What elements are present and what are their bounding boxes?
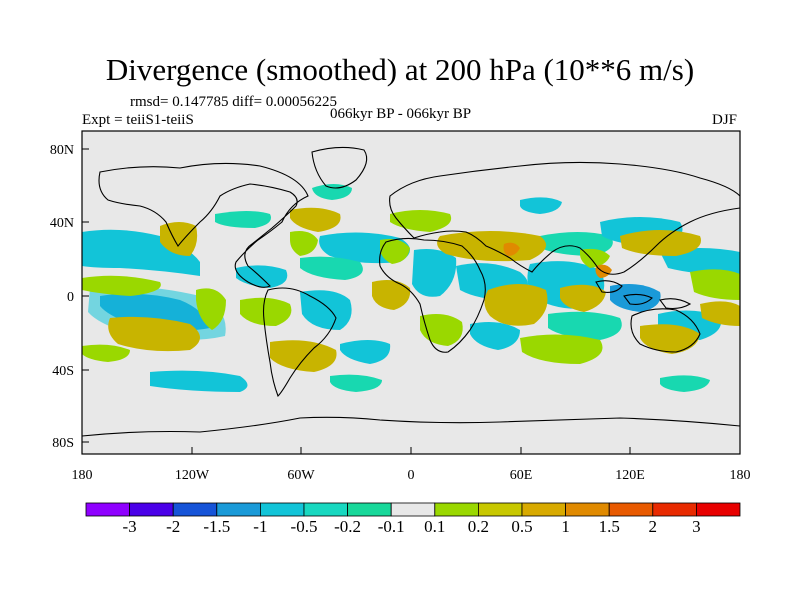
colorbar-swatch: [390, 502, 436, 517]
x-tick-label: 180: [72, 468, 93, 483]
field-region: [82, 344, 130, 362]
field-region: [484, 284, 548, 326]
plot-title: Divergence (smoothed) at 200 hPa (10**6 …: [105, 52, 695, 87]
colorbar-label: -2: [166, 517, 181, 536]
divergence-field: [82, 184, 740, 392]
field-region: [580, 248, 610, 268]
colorbar-swatch: [434, 502, 479, 517]
field-region: [640, 324, 700, 354]
australia-coast: [630, 308, 701, 353]
greenland-coast: [311, 146, 368, 189]
field-region: [437, 231, 547, 262]
maritime-continent-coast: [595, 280, 692, 310]
field-region: [372, 280, 411, 310]
y-tick-label: 80N: [50, 143, 74, 158]
x-tick-label: 60E: [510, 468, 533, 483]
x-tick-label: 0: [408, 468, 415, 483]
x-tick-label: 60W: [287, 468, 315, 483]
stats-text: rmsd= 0.147785 diff= 0.00056225: [130, 94, 338, 110]
colorbar-label: 3: [692, 517, 701, 536]
colorbar-label: 0.2: [467, 517, 490, 536]
field-region: [215, 211, 271, 228]
colorbar-label: 2: [648, 517, 658, 536]
y-tick-label: 0: [67, 290, 74, 305]
field-region: [620, 230, 701, 256]
field-region: [82, 275, 161, 296]
field-region: [300, 256, 363, 280]
x-axis-labels: 180 120W 60W 0 60E 120E 180: [72, 468, 751, 483]
x-tick-label: 180: [730, 468, 751, 483]
field-region: [240, 297, 292, 326]
colorbar-label: 0.1: [424, 517, 446, 536]
antarctica-coast: [82, 416, 740, 437]
season-label: DJF: [712, 112, 738, 128]
x-tick-label: 120W: [175, 468, 210, 483]
colorbar-label: -0.5: [290, 517, 318, 536]
field-region: [520, 197, 562, 214]
field-region: [196, 288, 226, 330]
colorbar-swatch: [565, 502, 610, 517]
field-region: [300, 290, 352, 330]
period-label: 066kyr BP - 066kyr BP: [330, 106, 472, 122]
eurasia-coast: [389, 161, 740, 275]
field-region: [330, 374, 382, 392]
colorbar-label: -3: [122, 517, 137, 536]
field-region: [470, 322, 520, 350]
colorbar-swatch: [129, 502, 174, 517]
field-region: [690, 269, 740, 300]
y-tick-label: 40N: [50, 216, 74, 231]
field-region: [610, 284, 661, 312]
field-region: [700, 301, 740, 326]
field-region: [290, 207, 341, 232]
field-region: [503, 242, 520, 256]
axis-ticks: [81, 148, 741, 454]
colorbar-swatch: [652, 502, 697, 517]
field-region: [560, 284, 606, 312]
colorbar-swatch: [477, 502, 523, 517]
africa-coast: [379, 237, 486, 353]
field-region: [108, 316, 200, 352]
north-america-coast: [98, 162, 309, 288]
field-region: [412, 249, 457, 297]
colorbar-label: 0.5: [511, 517, 533, 536]
experiment-label: Expt = teiiS1-teiiS: [82, 112, 194, 128]
field-region: [390, 210, 452, 232]
field-region: [290, 231, 318, 256]
colorbar-label: -0.2: [334, 517, 362, 536]
field-region: [660, 375, 710, 392]
colorbar-swatch: [303, 502, 348, 517]
colorbar-swatch: [347, 502, 392, 517]
colorbar-label: -1: [253, 517, 268, 536]
y-axis-labels: 80N 40N 0 40S 80S: [50, 143, 74, 451]
colorbar-swatch: [608, 502, 654, 517]
colorbar-swatch: [259, 502, 305, 517]
colorbar: [85, 502, 741, 517]
field-region: [380, 239, 410, 264]
field-region: [520, 334, 603, 364]
colorbar-swatch: [172, 502, 218, 517]
field-region: [548, 311, 622, 340]
colorbar-label: -0.1: [377, 517, 405, 536]
field-region: [340, 340, 391, 364]
colorbar-label: 1: [561, 517, 570, 536]
x-tick-label: 120E: [615, 468, 645, 483]
field-region: [150, 370, 248, 392]
colorbar-swatch: [521, 502, 566, 517]
coastlines: [82, 146, 740, 437]
y-tick-label: 80S: [52, 436, 74, 451]
field-region: [312, 184, 352, 200]
colorbar-swatch: [696, 502, 741, 517]
colorbar-label: 1.5: [598, 517, 620, 536]
field-region: [420, 314, 463, 346]
colorbar-swatch: [85, 502, 130, 517]
y-tick-label: 40S: [52, 364, 74, 379]
colorbar-swatch: [216, 502, 261, 517]
south-america-coast: [262, 287, 337, 397]
field-region: [595, 264, 612, 278]
colorbar-label: -1.5: [203, 517, 231, 536]
field-region: [270, 340, 337, 372]
